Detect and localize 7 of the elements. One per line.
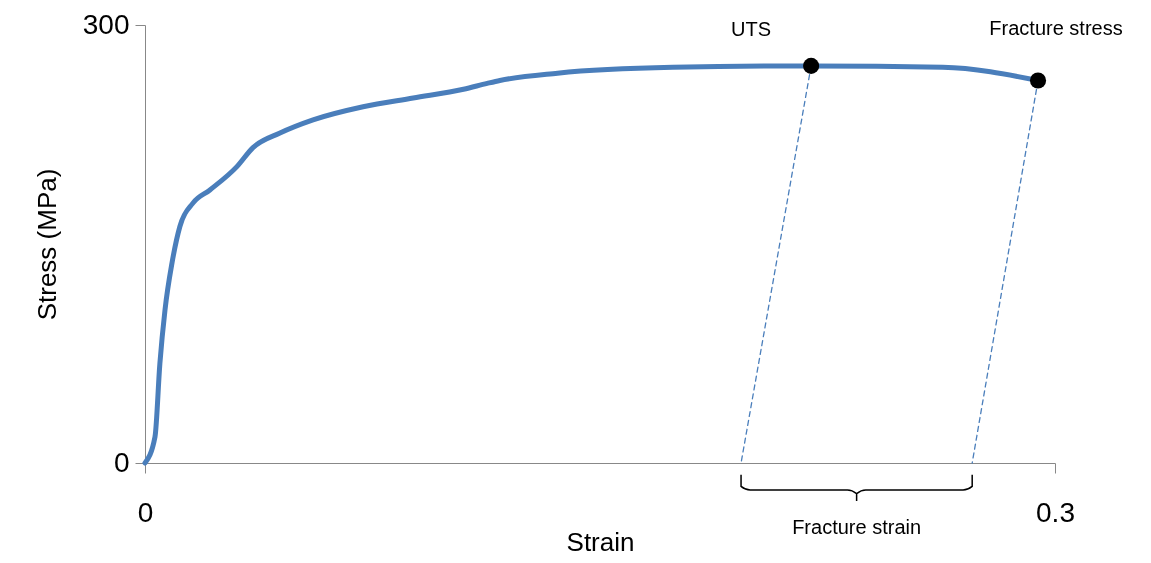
text: Fracture strain xyxy=(792,516,922,538)
y-tick-label: 300 xyxy=(82,8,130,40)
y-axis-title: Stress (MPa) xyxy=(31,168,62,321)
x-tick-label: 0.3 xyxy=(1036,496,1075,528)
annotation: UTS xyxy=(731,17,772,40)
x-axis-title: Strain xyxy=(566,526,635,557)
annotation: Fracture stress xyxy=(989,17,1123,40)
